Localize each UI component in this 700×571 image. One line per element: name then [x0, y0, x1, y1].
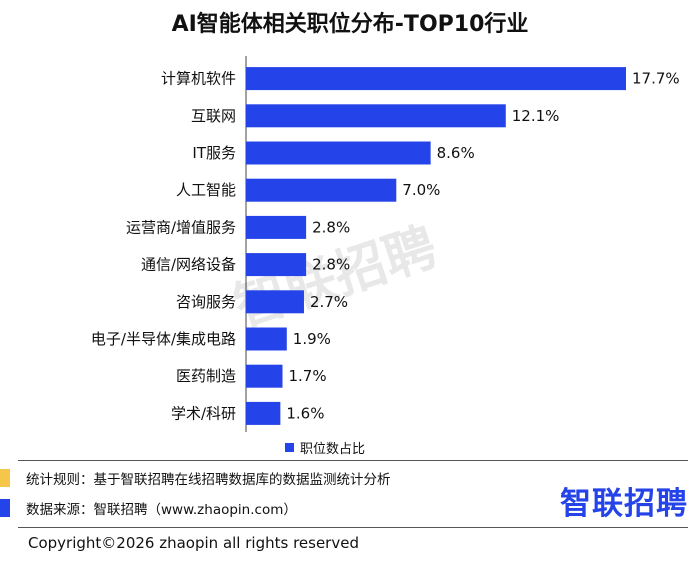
category-label: 医药制造 — [176, 367, 236, 385]
bar — [246, 141, 431, 165]
category-label: 人工智能 — [176, 181, 236, 199]
value-label: 2.8% — [312, 218, 350, 236]
bar-chart: 计算机软件 17.7% 互联网 12.1% IT服务 8.6% 人工智能 7.0% 运营商/增值… — [91, 56, 680, 432]
divider-bottom — [18, 527, 688, 528]
value-label: 2.7% — [310, 293, 348, 311]
source-note: 数据来源：智联招聘（www.zhaopin.com） — [0, 498, 297, 518]
value-label: 17.7% — [632, 70, 680, 88]
divider-top — [18, 460, 688, 461]
category-label: 互联网 — [191, 107, 236, 125]
category-label: 通信/网络设备 — [141, 256, 236, 274]
bar — [246, 364, 283, 388]
yellow-marker — [0, 469, 10, 487]
stat-rule-note: 统计规则：基于智联招聘在线招聘数据库的数据监测统计分析 — [0, 468, 391, 488]
bar — [246, 401, 281, 425]
category-label: 学术/科研 — [171, 404, 236, 422]
blue-marker — [0, 499, 10, 517]
value-label: 8.6% — [437, 144, 475, 162]
value-label: 7.0% — [402, 181, 440, 199]
bar — [246, 327, 287, 351]
category-label: 运营商/增值服务 — [126, 218, 236, 236]
bar — [246, 178, 397, 202]
legend: 职位数占比 — [285, 438, 365, 457]
value-label: 1.7% — [288, 367, 326, 385]
bar — [246, 104, 506, 128]
category-label: 计算机软件 — [161, 70, 236, 88]
legend-swatch — [285, 443, 294, 452]
source-text: 数据来源：智联招聘（www.zhaopin.com） — [26, 502, 297, 518]
bar — [246, 67, 626, 91]
value-label: 1.9% — [293, 330, 331, 348]
brand-logo: 智联招聘 — [560, 486, 688, 522]
legend-label: 职位数占比 — [300, 442, 366, 457]
value-label: 12.1% — [512, 107, 560, 125]
value-label: 1.6% — [286, 404, 324, 422]
category-label: 咨询服务 — [176, 293, 236, 311]
bar — [246, 290, 304, 314]
value-label: 2.8% — [312, 256, 350, 274]
bar — [246, 253, 307, 277]
category-label: IT服务 — [192, 144, 236, 162]
copyright: Copyright©2026 zhaopin all rights reserv… — [28, 534, 359, 552]
category-label: 电子/半导体/集成电路 — [91, 330, 236, 348]
stat-rule-text: 统计规则：基于智联招聘在线招聘数据库的数据监测统计分析 — [26, 472, 391, 488]
chart-title: AI智能体相关职位分布-TOP10行业 — [171, 12, 529, 37]
bar — [246, 215, 307, 239]
